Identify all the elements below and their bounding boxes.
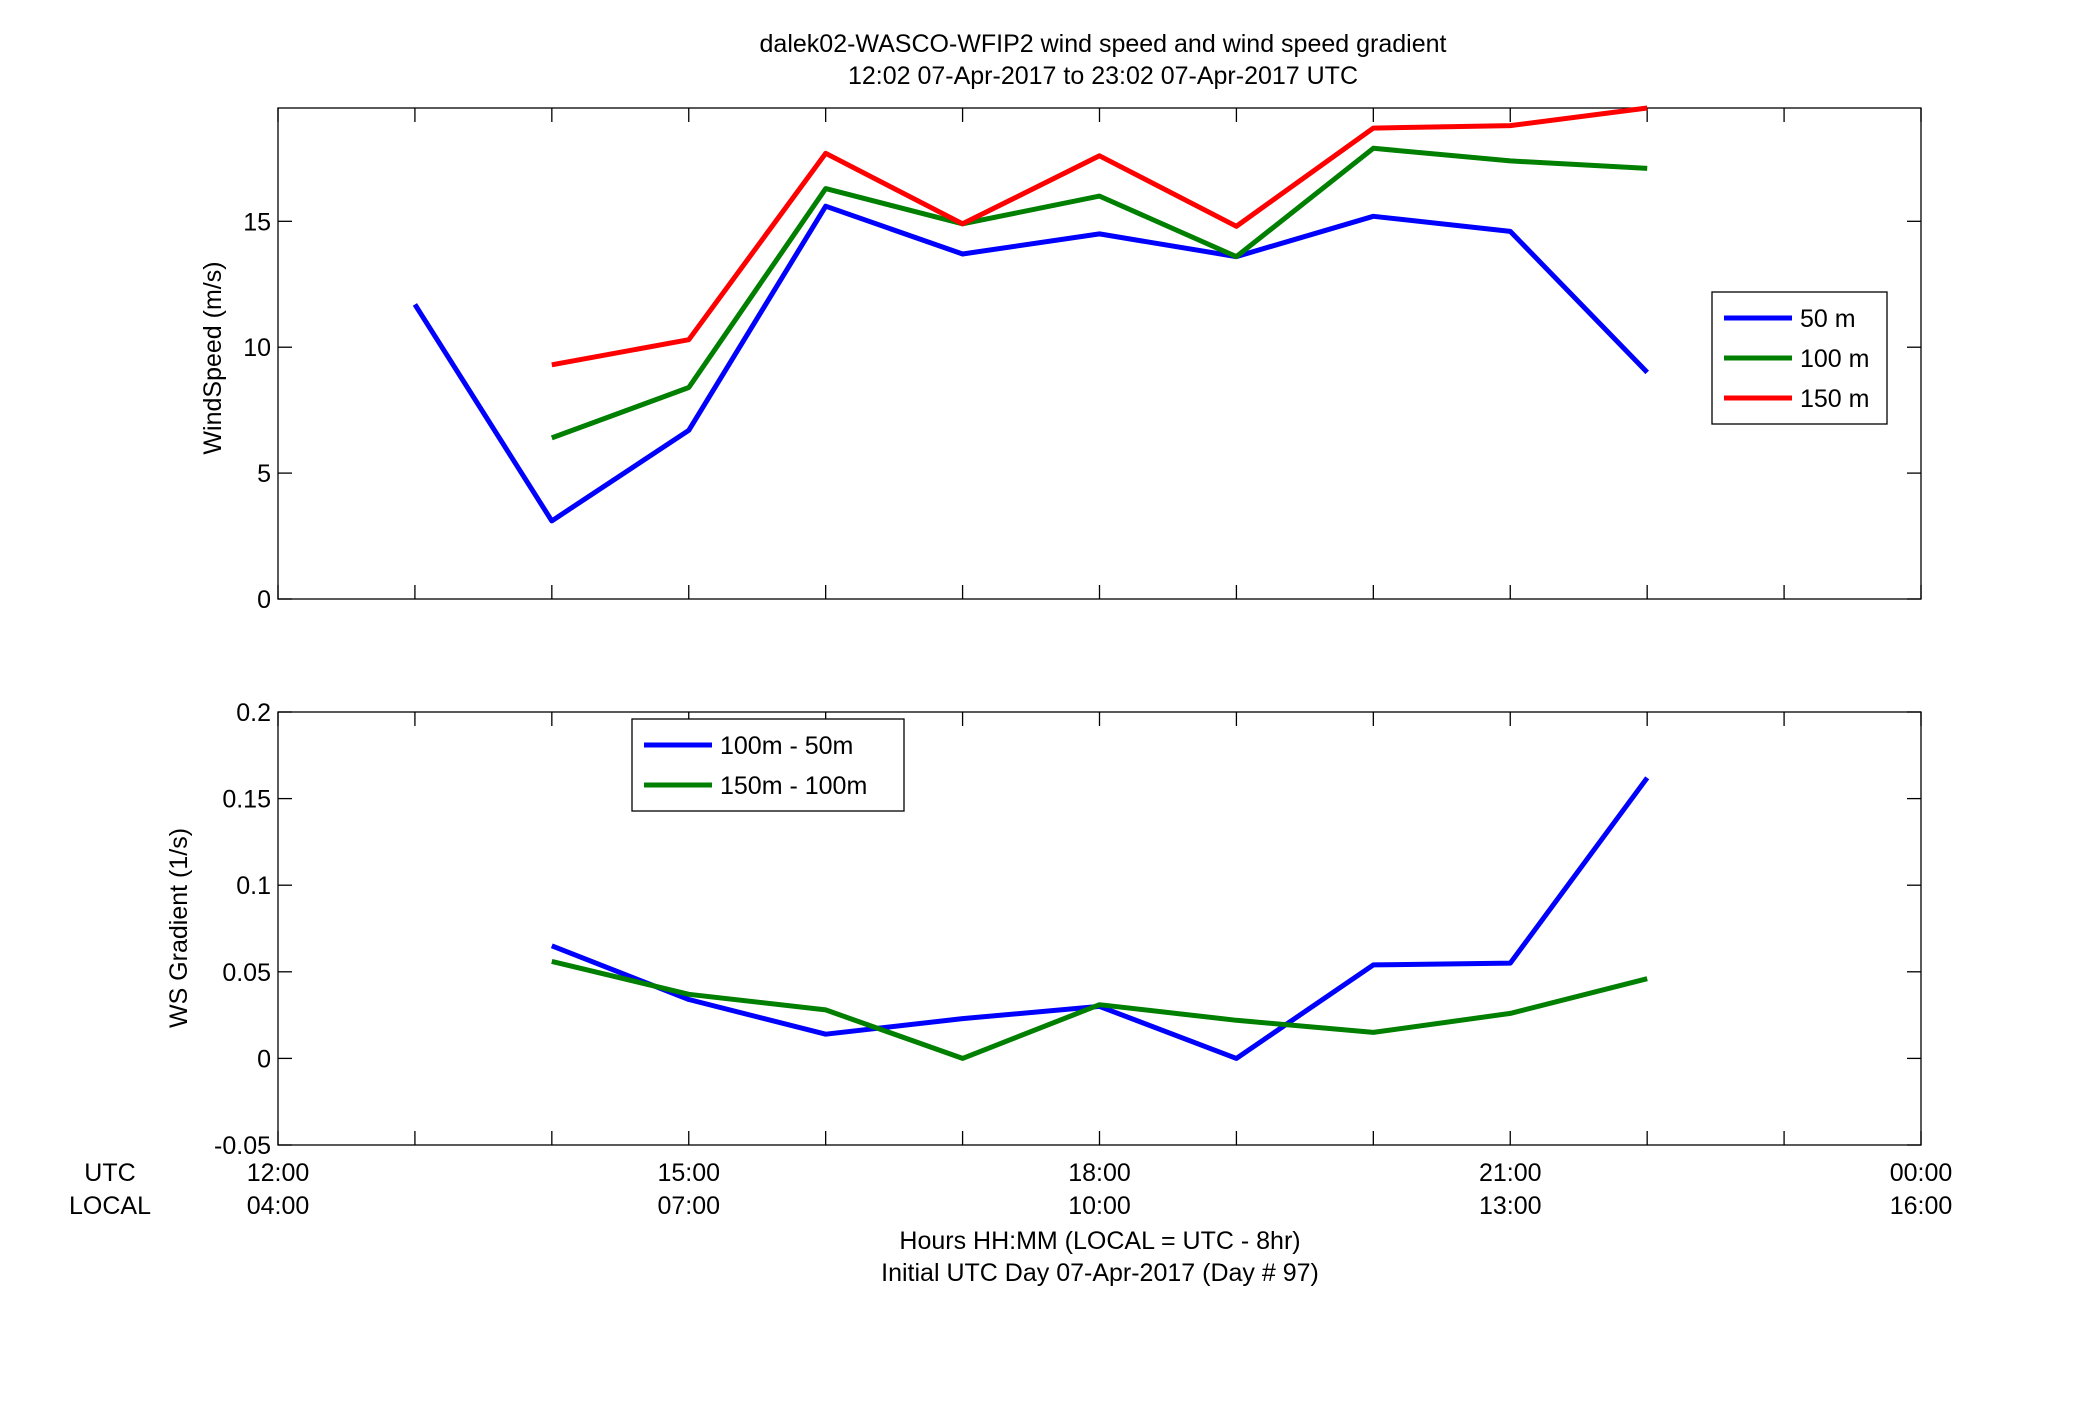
windspeed-lines <box>412 105 1649 524</box>
gradient-ytick-label: -0.05 <box>214 1132 271 1160</box>
windspeed-legend-label: 150 m <box>1800 385 1869 413</box>
windspeed-panel: 0 5 10 15 WindSpeed (m/s) 50 m 100 m 150 m <box>199 105 1922 614</box>
windspeed-legend-label: 50 m <box>1800 305 1856 333</box>
figure-title-line2: 12:02 07-Apr-2017 to 23:02 07-Apr-2017 U… <box>848 62 1358 90</box>
gradient-legend: 100m - 50m 150m - 100m <box>631 718 905 812</box>
utc-row-label: UTC <box>84 1159 135 1187</box>
gradient-ytick-label: 0 <box>257 1045 271 1073</box>
windspeed-series-50-m <box>412 203 1649 524</box>
windspeed-ytick-label: 5 <box>257 460 271 488</box>
gradient-legend-label: 100m - 50m <box>720 732 853 760</box>
x-tick-label-local: 13:00 <box>1479 1192 1542 1220</box>
windspeed-axes-box <box>277 107 1922 600</box>
gradient-ticks: -0.05 0 0.05 0.1 0.15 0.2 <box>214 699 1922 1160</box>
figure-title-line1: dalek02-WASCO-WFIP2 wind speed and wind … <box>760 30 1447 58</box>
x-tick-labels: 12:00 04:00 15:00 07:00 18:00 10:00 21:00 13:00… <box>247 1159 1953 1220</box>
x-tick-label-local: 10:00 <box>1068 1192 1131 1220</box>
gradient-legend-box <box>631 718 905 812</box>
windspeed-ytick-label: 0 <box>257 586 271 614</box>
gradient-ytick-label: 0.15 <box>222 786 271 814</box>
xlabel-line2: Initial UTC Day 07-Apr-2017 (Day # 97) <box>881 1259 1319 1287</box>
x-tick-label-local: 07:00 <box>657 1192 720 1220</box>
gradient-series-150m-100m <box>551 958 1648 1061</box>
x-tick-label-local: 04:00 <box>247 1192 310 1220</box>
windspeed-series-150-m <box>551 105 1648 368</box>
windspeed-ylabel: WindSpeed (m/s) <box>199 261 227 454</box>
x-tick-label-utc: 15:00 <box>657 1159 720 1187</box>
gradient-ylabel: WS Gradient (1/s) <box>165 828 193 1028</box>
gradient-panel: -0.05 0 0.05 0.1 0.15 0.2 WS Gradient (1/s) 1… <box>165 699 1922 1160</box>
x-tick-label-local: 16:00 <box>1890 1192 1953 1220</box>
gradient-ytick-label: 0.2 <box>236 699 271 727</box>
gradient-legend-label: 150m - 100m <box>720 772 867 800</box>
windspeed-legend-label: 100 m <box>1800 345 1869 373</box>
x-tick-label-utc: 12:00 <box>247 1159 310 1187</box>
windspeed-series-100-m <box>550 145 1648 441</box>
windspeed-ticks: 0 5 10 15 <box>243 108 1922 614</box>
x-tick-label-utc: 21:00 <box>1479 1159 1542 1187</box>
xlabel-line1: Hours HH:MM (LOCAL = UTC - 8hr) <box>899 1227 1300 1255</box>
x-tick-label-utc: 00:00 <box>1890 1159 1953 1187</box>
gradient-axes-box <box>277 711 1922 1146</box>
gradient-ytick-label: 0.05 <box>222 959 271 987</box>
windspeed-legend: 50 m 100 m 150 m <box>1711 291 1888 425</box>
windspeed-ytick-label: 15 <box>243 208 271 236</box>
x-tick-label-utc: 18:00 <box>1068 1159 1131 1187</box>
windspeed-ytick-label: 10 <box>243 334 271 362</box>
local-row-label: LOCAL <box>69 1192 151 1220</box>
gradient-ytick-label: 0.1 <box>236 872 271 900</box>
gradient-lines <box>550 776 1650 1061</box>
